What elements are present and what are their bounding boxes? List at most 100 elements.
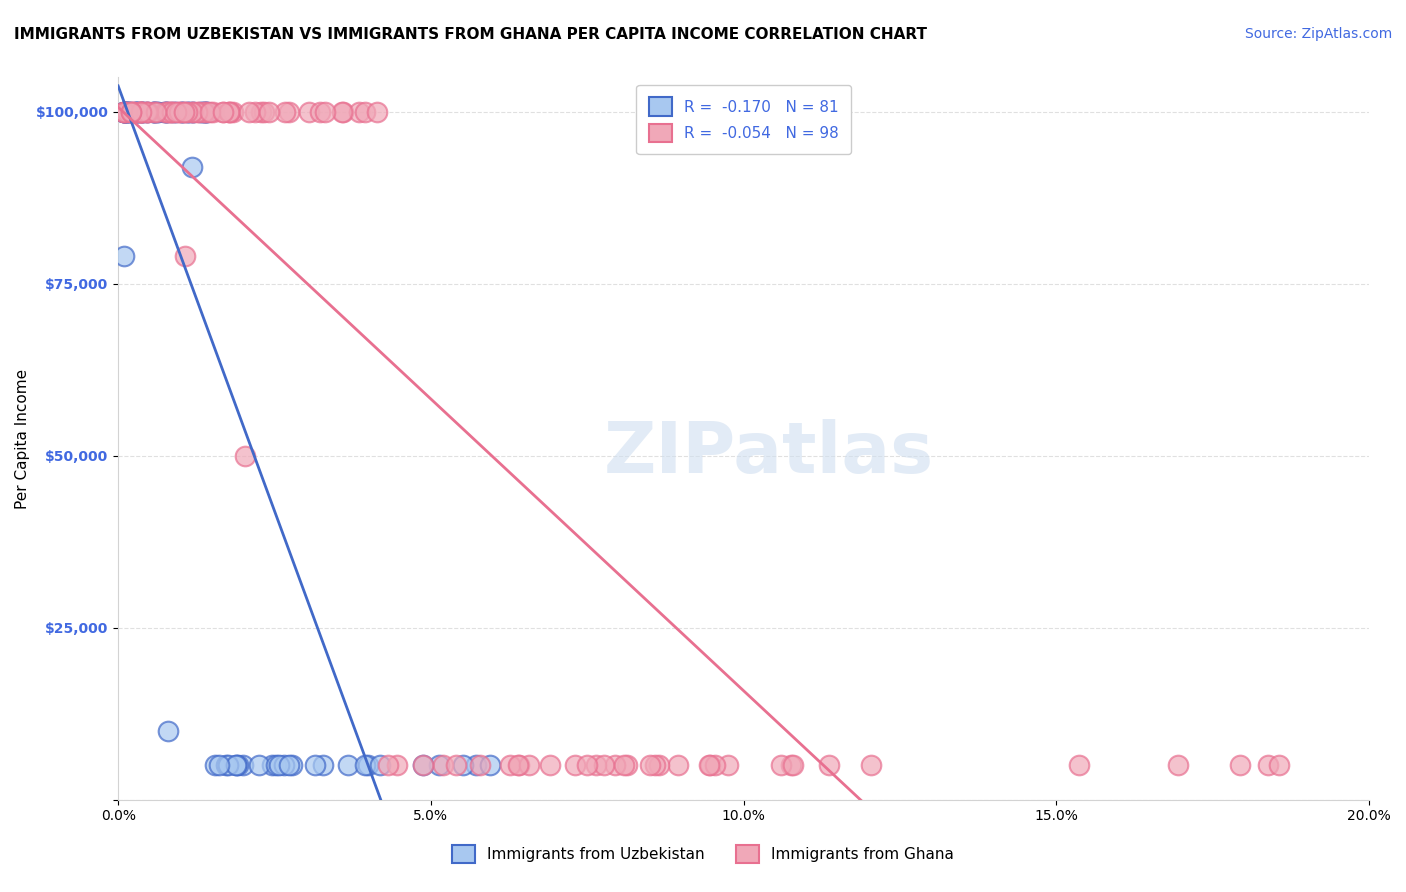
Point <box>118 104 141 119</box>
Point <box>202 104 225 119</box>
Point <box>186 104 208 119</box>
Point <box>387 758 409 772</box>
Point <box>136 104 159 119</box>
Point <box>135 104 157 119</box>
Point <box>508 758 530 772</box>
Point <box>112 104 135 119</box>
Point <box>112 104 135 119</box>
Point <box>304 758 326 772</box>
Point <box>225 758 247 772</box>
Point <box>226 758 249 772</box>
Point <box>143 104 166 119</box>
Point <box>117 104 139 119</box>
Y-axis label: Per Capita Income: Per Capita Income <box>15 368 30 508</box>
Point <box>1167 758 1189 772</box>
Point <box>181 104 204 119</box>
Point <box>124 104 146 119</box>
Text: IMMIGRANTS FROM UZBEKISTAN VS IMMIGRANTS FROM GHANA PER CAPITA INCOME CORRELATIO: IMMIGRANTS FROM UZBEKISTAN VS IMMIGRANTS… <box>14 27 927 42</box>
Point <box>153 104 176 119</box>
Point <box>146 104 169 119</box>
Point <box>155 104 177 119</box>
Point <box>264 758 287 772</box>
Point <box>779 758 801 772</box>
Point <box>156 104 179 119</box>
Point <box>269 758 291 772</box>
Point <box>181 104 204 119</box>
Point <box>132 104 155 119</box>
Point <box>336 758 359 772</box>
Point <box>172 104 194 119</box>
Point <box>181 104 204 119</box>
Point <box>517 758 540 772</box>
Point <box>427 758 450 772</box>
Point <box>153 104 176 119</box>
Point <box>508 758 530 772</box>
Point <box>125 104 148 119</box>
Point <box>129 104 152 119</box>
Point <box>219 104 242 119</box>
Point <box>131 104 153 119</box>
Point <box>136 104 159 119</box>
Point <box>191 104 214 119</box>
Point <box>412 758 434 772</box>
Point <box>215 758 238 772</box>
Point <box>159 104 181 119</box>
Point <box>181 104 204 119</box>
Point <box>225 758 247 772</box>
Point <box>170 104 193 119</box>
Point <box>211 104 233 119</box>
Point <box>253 104 276 119</box>
Point <box>613 758 636 772</box>
Point <box>176 104 198 119</box>
Point <box>273 758 295 772</box>
Point <box>187 104 209 119</box>
Point <box>575 758 598 772</box>
Point <box>129 104 152 119</box>
Point <box>697 758 720 772</box>
Point <box>257 104 280 119</box>
Point <box>173 249 195 263</box>
Point <box>465 758 488 772</box>
Point <box>818 758 841 772</box>
Point <box>162 104 184 119</box>
Point <box>585 758 607 772</box>
Point <box>165 104 187 119</box>
Point <box>172 104 194 119</box>
Point <box>308 104 330 119</box>
Point <box>644 758 666 772</box>
Point <box>115 104 138 119</box>
Point <box>1257 758 1279 772</box>
Point <box>538 758 561 772</box>
Point <box>142 104 165 119</box>
Point <box>860 758 883 772</box>
Point <box>478 758 501 772</box>
Point <box>281 758 304 772</box>
Point <box>165 104 187 119</box>
Point <box>353 104 375 119</box>
Point <box>127 104 149 119</box>
Point <box>233 449 256 463</box>
Point <box>699 758 721 772</box>
Point <box>120 104 142 119</box>
Point <box>169 104 191 119</box>
Point <box>770 758 793 772</box>
Point <box>176 104 198 119</box>
Point <box>193 104 215 119</box>
Legend: R =  -0.170   N = 81, R =  -0.054   N = 98: R = -0.170 N = 81, R = -0.054 N = 98 <box>637 85 851 154</box>
Point <box>169 104 191 119</box>
Point <box>128 104 150 119</box>
Point <box>218 104 240 119</box>
Point <box>468 758 491 772</box>
Point <box>717 758 740 772</box>
Point <box>125 104 148 119</box>
Point <box>207 758 229 772</box>
Point <box>564 758 586 772</box>
Point <box>160 104 183 119</box>
Point <box>499 758 522 772</box>
Text: Source: ZipAtlas.com: Source: ZipAtlas.com <box>1244 27 1392 41</box>
Point <box>112 104 135 119</box>
Point <box>173 104 195 119</box>
Point <box>115 104 138 119</box>
Point <box>377 758 399 772</box>
Point <box>232 758 254 772</box>
